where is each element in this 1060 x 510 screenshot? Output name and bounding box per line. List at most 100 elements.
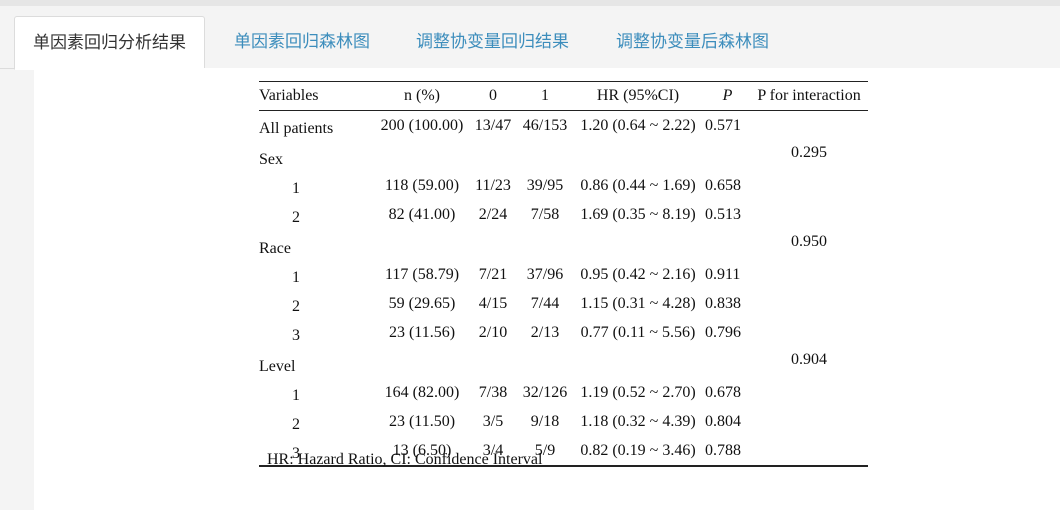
cell-0	[467, 140, 519, 171]
cell-variable: Race	[259, 240, 291, 257]
cell-n: 23 (11.50)	[388, 412, 456, 430]
header-variables: Variables	[259, 81, 377, 111]
cell-n: 23 (11.56)	[388, 323, 456, 341]
tab-bar: 单因素回归分析结果 单因素回归森林图 调整协变量回归结果 调整协变量后森林图	[0, 6, 1060, 70]
cell-p: 0.788	[705, 441, 741, 459]
header-n: n (%)	[377, 81, 467, 111]
header-p: P	[705, 81, 750, 111]
cell-n: 117 (58.79)	[384, 265, 460, 283]
cell-hr: 1.18 (0.32 ~ 4.39)	[580, 412, 696, 430]
cell-n	[377, 347, 467, 378]
cell-0: 7/38	[478, 383, 508, 401]
cell-p	[705, 140, 750, 171]
table-row: 3 23 (11.56) 2/10 2/13 0.77 (0.11 ~ 5.56…	[259, 318, 868, 347]
cell-p: 0.571	[705, 116, 741, 134]
cell-variable: 2	[292, 416, 300, 433]
cell-0: 13/47	[474, 116, 512, 134]
table-row: 2 59 (29.65) 4/15 7/44 1.15 (0.31 ~ 4.28…	[259, 289, 868, 318]
cell-1: 5/9	[534, 441, 556, 459]
cell-n: 200 (100.00)	[380, 116, 464, 134]
cell-hr: 1.15 (0.31 ~ 4.28)	[580, 294, 696, 312]
cell-p-interaction	[750, 289, 868, 318]
cell-variable: Level	[259, 358, 296, 375]
cell-p: 0.796	[705, 323, 741, 341]
table-row: Race 0.950	[259, 229, 868, 260]
table-row: Level 0.904	[259, 347, 868, 378]
cell-variable: 2	[292, 209, 300, 226]
table-row: 2 23 (11.50) 3/5 9/18 1.18 (0.32 ~ 4.39)…	[259, 407, 868, 436]
header-p-interaction: P for interaction	[750, 81, 868, 111]
cell-1: 2/13	[530, 323, 560, 341]
table-row: 3 13 (6.50) 3/4 5/9 0.82 (0.19 ~ 3.46) 0…	[259, 436, 868, 466]
header-row: Variables n (%) 0 1 HR (95%CI) P P for i…	[259, 81, 868, 111]
cell-variable: 1	[292, 269, 300, 286]
cell-p-interaction	[750, 436, 868, 466]
table-body: All patients 200 (100.00) 13/47 46/153 1…	[259, 111, 868, 467]
cell-0: 4/15	[478, 294, 508, 312]
cell-p-interaction: 0.904	[791, 351, 827, 368]
cell-n: 82 (41.00)	[388, 205, 456, 223]
cell-1: 39/95	[526, 176, 564, 194]
tab-univariate-forest-plot[interactable]: 单因素回归森林图	[234, 32, 370, 52]
tab-content-panel: Variables n (%) 0 1 HR (95%CI) P P for i…	[34, 68, 1060, 510]
cell-n: 118 (59.00)	[384, 176, 460, 194]
cell-variable: 3	[292, 327, 300, 344]
cell-hr	[571, 140, 705, 171]
cell-p: 0.513	[705, 205, 741, 223]
cell-p-interaction	[750, 200, 868, 229]
cell-hr: 1.20 (0.64 ~ 2.22)	[580, 116, 696, 134]
cell-p: 0.804	[705, 412, 741, 430]
cell-1: 32/126	[522, 383, 568, 401]
table-row: Sex 0.295	[259, 140, 868, 171]
cell-0: 3/4	[482, 441, 504, 459]
cell-0: 3/5	[482, 412, 504, 430]
cell-hr	[571, 347, 705, 378]
cell-p-interaction	[750, 111, 868, 141]
cell-n	[377, 229, 467, 260]
cell-1: 46/153	[522, 116, 568, 134]
cell-1: 9/18	[530, 412, 560, 430]
tab-adjusted-results[interactable]: 调整协变量回归结果	[416, 32, 569, 52]
tab-univariate-results[interactable]: 单因素回归分析结果	[14, 16, 205, 70]
cell-n	[377, 140, 467, 171]
cell-1	[519, 347, 571, 378]
cell-1	[519, 229, 571, 260]
cell-p	[705, 347, 750, 378]
cell-p	[705, 229, 750, 260]
cell-p: 0.911	[705, 265, 741, 283]
cell-p-interaction	[750, 407, 868, 436]
tab-adjusted-forest-plot[interactable]: 调整协变量后森林图	[616, 32, 769, 52]
cell-hr: 0.95 (0.42 ~ 2.16)	[580, 265, 696, 283]
table-row: All patients 200 (100.00) 13/47 46/153 1…	[259, 111, 868, 141]
cell-1	[519, 140, 571, 171]
table-row: 1 118 (59.00) 11/23 39/95 0.86 (0.44 ~ 1…	[259, 171, 868, 200]
header-0: 0	[467, 81, 519, 111]
cell-0	[467, 229, 519, 260]
table-row: 1 117 (58.79) 7/21 37/96 0.95 (0.42 ~ 2.…	[259, 260, 868, 289]
cell-variable: 2	[292, 298, 300, 315]
cell-n: 59 (29.65)	[388, 294, 456, 312]
cell-p: 0.678	[705, 383, 741, 401]
cell-variable: 1	[292, 180, 300, 197]
cell-hr: 0.82 (0.19 ~ 3.46)	[580, 441, 696, 459]
cell-n: 13 (6.50)	[392, 441, 452, 459]
cell-hr: 1.69 (0.35 ~ 8.19)	[580, 205, 696, 223]
cell-variable: All patients	[259, 120, 334, 137]
top-strip	[0, 0, 1060, 6]
cell-p-interaction: 0.950	[791, 233, 827, 250]
cell-hr: 0.77 (0.11 ~ 5.56)	[580, 323, 696, 341]
cell-p-interaction	[750, 171, 868, 200]
cell-p-interaction	[750, 260, 868, 289]
regression-results-table: Variables n (%) 0 1 HR (95%CI) P P for i…	[259, 81, 868, 467]
cell-hr: 0.86 (0.44 ~ 1.69)	[580, 176, 696, 194]
cell-hr	[571, 229, 705, 260]
cell-n: 164 (82.00)	[384, 383, 460, 401]
cell-0: 11/23	[475, 176, 511, 194]
cell-0: 7/21	[478, 265, 508, 283]
cell-p: 0.658	[705, 176, 741, 194]
cell-0: 2/24	[478, 205, 508, 223]
cell-variable: Sex	[259, 151, 283, 168]
cell-0: 2/10	[478, 323, 508, 341]
table-header: Variables n (%) 0 1 HR (95%CI) P P for i…	[259, 81, 868, 111]
cell-1: 7/58	[530, 205, 560, 223]
